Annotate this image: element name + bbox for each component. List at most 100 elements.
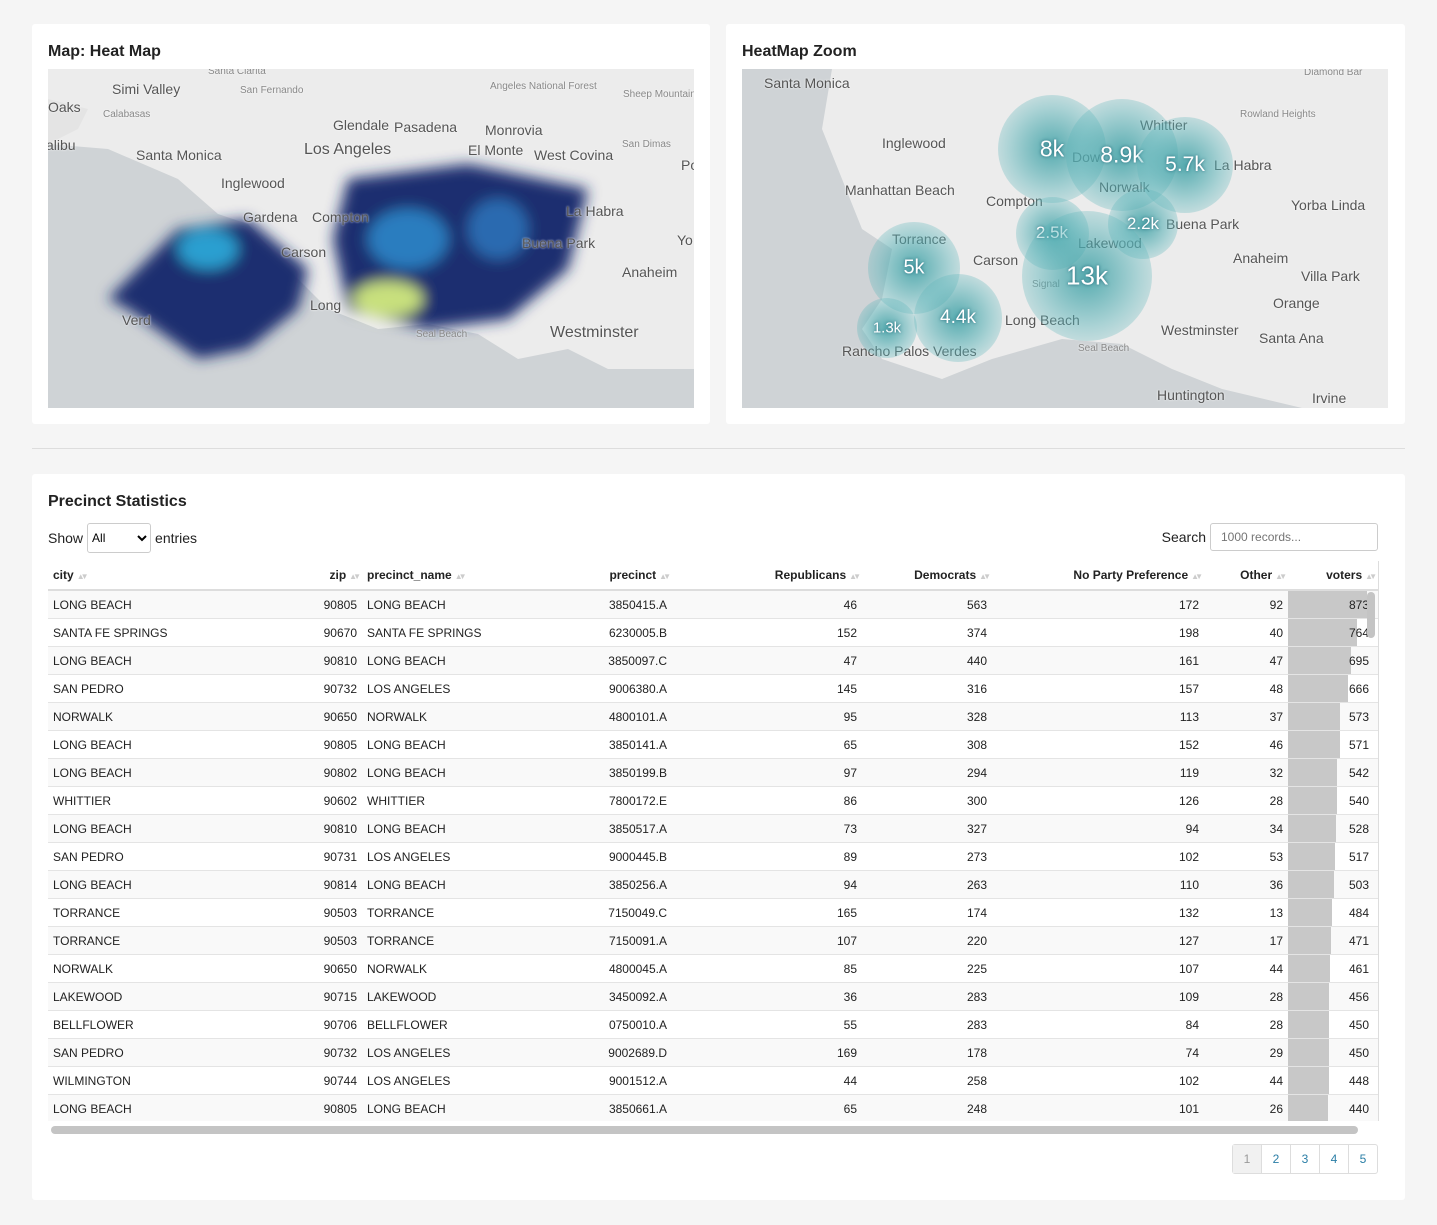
vertical-scrollbar[interactable] bbox=[1367, 592, 1375, 638]
column-header-democrats[interactable]: Democrats ▲▼ bbox=[862, 561, 992, 591]
cell-republicans: 89 bbox=[672, 842, 862, 871]
column-header-precinct-name[interactable]: precinct_name ▲▼ bbox=[362, 561, 597, 591]
table-row[interactable]: SAN PEDRO 90732 LOS ANGELES 9002689.D 169 178… bbox=[48, 1038, 1378, 1067]
cell-precinct: 3850661.A bbox=[597, 1094, 672, 1121]
column-header-republicans[interactable]: Republicans ▲▼ bbox=[672, 561, 862, 591]
table-row[interactable]: WILMINGTON 90744 LOS ANGELES 9001512.A 44 258… bbox=[48, 1066, 1378, 1095]
column-header-city[interactable]: city ▲▼ bbox=[48, 561, 300, 591]
voters-bar bbox=[1288, 675, 1349, 702]
cell-zip: 90731 bbox=[300, 842, 362, 871]
map-place-label: Huntington bbox=[1157, 387, 1225, 403]
cluster-label[interactable]: 5.7k bbox=[1165, 153, 1205, 176]
cluster-label[interactable]: 4.4k bbox=[940, 307, 976, 328]
cell-zip: 90810 bbox=[300, 814, 362, 843]
map-place-label: El Monte bbox=[468, 142, 524, 158]
table-row[interactable]: LAKEWOOD 90715 LAKEWOOD 3450092.A 36 283 109 28… bbox=[48, 982, 1378, 1011]
table-row[interactable]: LONG BEACH 90810 LONG BEACH 3850517.A 73 327 9… bbox=[48, 814, 1378, 843]
map-place-label: Verd bbox=[122, 312, 151, 328]
map-place-label: Santa Ana bbox=[1259, 330, 1324, 346]
cell-other: 29 bbox=[1204, 1038, 1288, 1067]
cell-zip: 90732 bbox=[300, 1038, 362, 1067]
page-1-button[interactable]: 1 bbox=[1233, 1145, 1261, 1173]
cell-democrats: 328 bbox=[862, 702, 992, 731]
table-row[interactable]: LONG BEACH 90810 LONG BEACH 3850097.C 47 440 1… bbox=[48, 646, 1378, 675]
table-row[interactable]: LONG BEACH 90802 LONG BEACH 3850199.B 97 294 1… bbox=[48, 758, 1378, 787]
sort-icon[interactable]: ▲▼ bbox=[76, 572, 89, 581]
table-row[interactable]: SAN PEDRO 90731 LOS ANGELES 9000445.B 89 273 1… bbox=[48, 842, 1378, 871]
entries-select[interactable]: All bbox=[87, 523, 152, 553]
cell-other: 44 bbox=[1204, 954, 1288, 983]
sort-icon[interactable]: ▲▼ bbox=[1191, 572, 1203, 581]
table-row[interactable]: SANTA FE SPRINGS 90670 SANTA FE SPRINGS 623… bbox=[48, 618, 1378, 647]
map-place-label: Seal Beach bbox=[1078, 343, 1130, 354]
cell-city: LONG BEACH bbox=[48, 589, 300, 619]
cell-other: 48 bbox=[1204, 674, 1288, 703]
cell-democrats: 178 bbox=[862, 1038, 992, 1067]
cluster-label[interactable]: 5k bbox=[903, 256, 925, 279]
column-header-no-party-preference[interactable]: No Party Preference ▲▼ bbox=[992, 561, 1204, 591]
cell-city: SAN PEDRO bbox=[48, 842, 300, 871]
sort-icon[interactable]: ▲▼ bbox=[1365, 572, 1377, 581]
cell-voters: 440 bbox=[1288, 1094, 1378, 1121]
column-header-other[interactable]: Other ▲▼ bbox=[1204, 561, 1288, 591]
table-row[interactable]: BELLFLOWER 90706 BELLFLOWER 0750010.A 55 283 8… bbox=[48, 1010, 1378, 1039]
voters-bar bbox=[1288, 927, 1331, 954]
table-row[interactable]: LONG BEACH 90805 LONG BEACH 3850141.A 65 308 1… bbox=[48, 730, 1378, 759]
cell-republicans: 55 bbox=[672, 1010, 862, 1039]
column-header-zip[interactable]: zip ▲▼ bbox=[300, 561, 362, 591]
cell-democrats: 308 bbox=[862, 730, 992, 759]
cell-republicans: 107 bbox=[672, 926, 862, 955]
table-row[interactable]: LONG BEACH 90805 LONG BEACH 3850661.A 65 248 1… bbox=[48, 1094, 1378, 1121]
table-row[interactable]: TORRANCE 90503 TORRANCE 7150091.A 107 220 127 1… bbox=[48, 926, 1378, 955]
sort-icon[interactable]: ▲▼ bbox=[1275, 572, 1287, 581]
cell-precinct-name: NORWALK bbox=[362, 954, 597, 983]
cluster-label[interactable]: 1.3k bbox=[872, 319, 902, 337]
table-row[interactable]: WHITTIER 90602 WHITTIER 7800172.E 86 300 126 28… bbox=[48, 786, 1378, 815]
page-2-button[interactable]: 2 bbox=[1261, 1145, 1290, 1173]
voters-bar bbox=[1288, 759, 1338, 786]
sort-icon[interactable]: ▲▼ bbox=[849, 572, 861, 581]
search-input[interactable] bbox=[1210, 523, 1378, 551]
map-place-label: Anaheim bbox=[622, 264, 678, 280]
table-row[interactable]: LONG BEACH 90805 LONG BEACH 3850415.A 46 563 1… bbox=[48, 589, 1378, 619]
page-5-button[interactable]: 5 bbox=[1348, 1145, 1377, 1173]
sort-icon[interactable]: ▲▼ bbox=[659, 572, 671, 581]
cell-city: TORRANCE bbox=[48, 926, 300, 955]
sort-icon[interactable]: ▲▼ bbox=[979, 572, 991, 581]
table-row[interactable]: NORWALK 90650 NORWALK 4800101.A 95 328 113 37 57… bbox=[48, 702, 1378, 731]
show-label: Show bbox=[48, 530, 84, 546]
cluster-label[interactable]: 2.2k bbox=[1126, 214, 1160, 233]
table-row[interactable]: NORWALK 90650 NORWALK 4800045.A 85 225 107 44 46… bbox=[48, 954, 1378, 983]
cell-zip: 90805 bbox=[300, 1094, 362, 1121]
sort-icon[interactable]: ▲▼ bbox=[454, 572, 467, 581]
table-title: Precinct Statistics bbox=[48, 493, 187, 510]
table-row[interactable]: LONG BEACH 90814 LONG BEACH 3850256.A 94 263 1… bbox=[48, 870, 1378, 899]
map-place-label: Orange bbox=[1273, 295, 1320, 311]
page-3-button[interactable]: 3 bbox=[1290, 1145, 1319, 1173]
heatmap-map[interactable]: Santa Clarita Simi Valley San Fernando Ange… bbox=[48, 69, 694, 408]
horizontal-scrollbar[interactable] bbox=[51, 1126, 1358, 1134]
column-header-precinct[interactable]: precinct ▲▼ bbox=[597, 561, 672, 591]
cell-no-party-preference: 84 bbox=[992, 1010, 1204, 1039]
cell-no-party-preference: 172 bbox=[992, 589, 1204, 619]
cell-zip: 90810 bbox=[300, 646, 362, 675]
column-header-voters[interactable]: voters ▲▼ bbox=[1288, 561, 1378, 591]
column-header-label: Other bbox=[1240, 568, 1273, 582]
table-row[interactable]: TORRANCE 90503 TORRANCE 7150049.C 165 174 132 1… bbox=[48, 898, 1378, 927]
sort-icon[interactable]: ▲▼ bbox=[349, 572, 361, 581]
page-4-button[interactable]: 4 bbox=[1319, 1145, 1348, 1173]
cluster-label[interactable]: 8k bbox=[1039, 135, 1065, 162]
map-place-label: Compton bbox=[312, 209, 369, 225]
voters-bar bbox=[1288, 983, 1330, 1010]
column-header-label: precinct bbox=[609, 568, 657, 582]
cluster-label[interactable]: 13k bbox=[1066, 260, 1108, 291]
table-row[interactable]: SAN PEDRO 90732 LOS ANGELES 9006380.A 145 316… bbox=[48, 674, 1378, 703]
cell-voters: 448 bbox=[1288, 1066, 1378, 1095]
cell-no-party-preference: 127 bbox=[992, 926, 1204, 955]
cell-voters: 573 bbox=[1288, 702, 1378, 731]
voters-bar bbox=[1288, 703, 1340, 730]
map-place-label: San Dimas bbox=[622, 139, 671, 150]
cell-no-party-preference: 94 bbox=[992, 814, 1204, 843]
cluster-label[interactable]: 8.9k bbox=[1100, 141, 1144, 168]
